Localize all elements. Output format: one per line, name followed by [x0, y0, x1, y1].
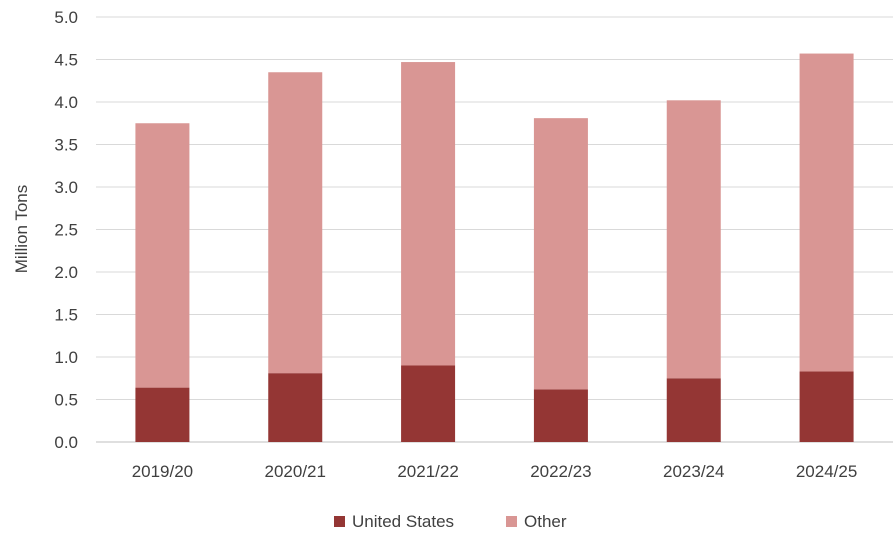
bar-segment-other	[799, 53, 854, 372]
axes: 0.0 0.5 1.0 1.5 2.0 2.5 3.0 3.5 4.0 4.5 5.0 2019/20…	[54, 8, 857, 481]
legend-label: Other	[524, 512, 567, 531]
legend-swatch	[334, 516, 345, 527]
bar-segment-united-states	[135, 387, 190, 442]
bar-segment-united-states	[666, 378, 721, 442]
x-tick-label: 2023/24	[663, 462, 724, 481]
x-tick-label: 2019/20	[132, 462, 193, 481]
bar-segment-united-states	[268, 373, 323, 442]
y-tick-label: 1.0	[54, 348, 78, 367]
bars	[135, 53, 854, 442]
bar-segment-other	[533, 118, 588, 390]
y-tick-label: 1.5	[54, 306, 78, 325]
y-tick-label: 4.5	[54, 51, 78, 70]
y-tick-label: 0.5	[54, 391, 78, 410]
x-tick-label: 2021/22	[397, 462, 458, 481]
legend-label: United States	[352, 512, 454, 531]
y-tick-label: 0.0	[54, 433, 78, 452]
y-tick-label: 4.0	[54, 93, 78, 112]
legend: United States Other	[334, 512, 567, 531]
bar-segment-united-states	[799, 371, 854, 442]
bar-segment-united-states	[401, 365, 456, 442]
bar-segment-other	[401, 62, 456, 366]
y-tick-label: 2.0	[54, 263, 78, 282]
y-tick-label: 2.5	[54, 221, 78, 240]
y-tick-label: 5.0	[54, 8, 78, 27]
x-tick-label: 2024/25	[796, 462, 857, 481]
y-tick-label: 3.5	[54, 136, 78, 155]
x-tick-label: 2020/21	[265, 462, 326, 481]
x-tick-label: 2022/23	[530, 462, 591, 481]
bar-segment-other	[666, 100, 721, 379]
gridlines	[96, 16, 893, 443]
bar-segment-united-states	[533, 389, 588, 442]
y-tick-label: 3.0	[54, 178, 78, 197]
legend-swatch	[506, 516, 517, 527]
bar-segment-other	[268, 72, 323, 374]
y-axis-title: Million Tons	[12, 185, 31, 274]
bar-segment-other	[135, 123, 190, 388]
